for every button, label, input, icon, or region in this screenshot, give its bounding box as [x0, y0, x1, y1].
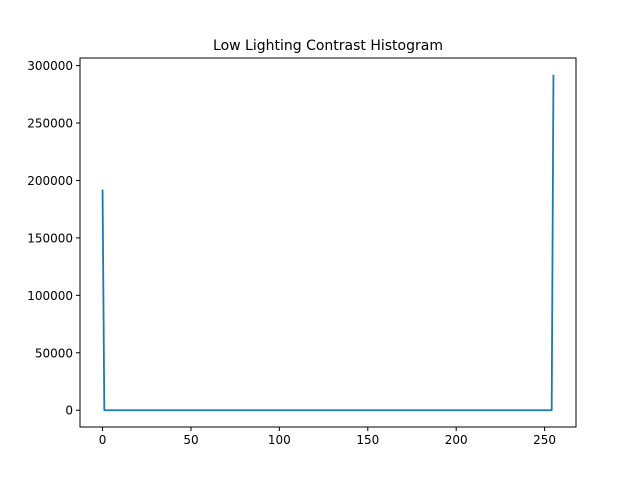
y-tick-label: 50000	[35, 346, 73, 360]
x-tick-label: 50	[183, 433, 198, 447]
chart-title: Low Lighting Contrast Histogram	[213, 38, 443, 54]
x-tick-label: 250	[533, 433, 556, 447]
plot-layer	[101, 74, 555, 412]
plot-frame	[79, 57, 577, 428]
y-tick-label: 250000	[27, 117, 73, 131]
series-line-0	[101, 74, 555, 412]
y-tick-label: 200000	[27, 174, 73, 188]
x-tick-label: 100	[268, 433, 291, 447]
y-tick-label: 150000	[27, 231, 73, 245]
y-tick-label: 100000	[27, 289, 73, 303]
axis-layer: 0 50 100 150 200 250 0 50000 100000 150000 200000 2…	[27, 59, 556, 447]
y-tick-label: 300000	[27, 59, 73, 73]
x-tick-label: 150	[356, 433, 379, 447]
x-tick-label: 0	[99, 433, 107, 447]
x-tick-label: 200	[445, 433, 468, 447]
y-tick-label: 0	[65, 404, 73, 418]
